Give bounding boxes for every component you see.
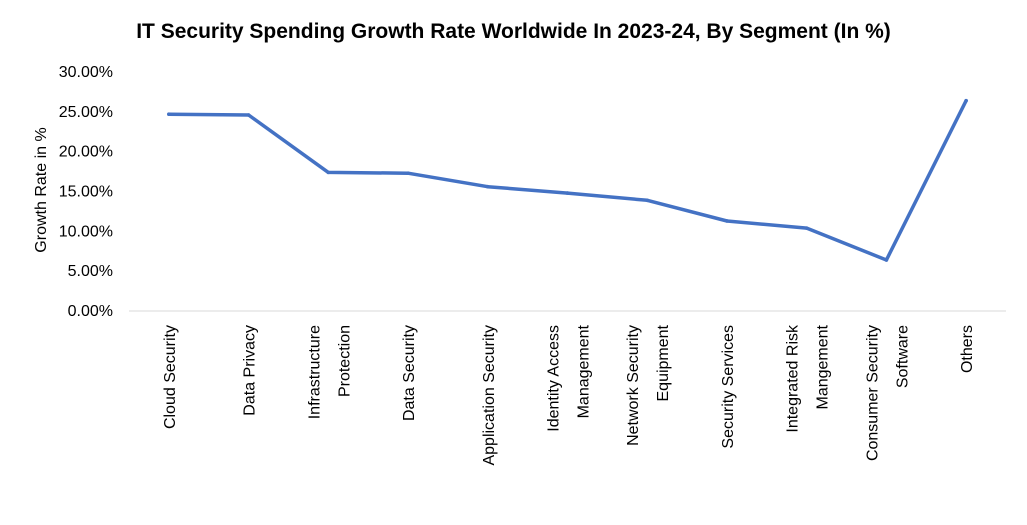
x-tick-label: Infrastructure Protection — [306, 325, 353, 419]
x-tick-label-line: Network Security — [625, 325, 642, 446]
y-tick-label: 20.00% — [59, 144, 113, 161]
x-tick-label-line: Identity Access — [546, 325, 563, 432]
x-tick-label: Others — [959, 325, 976, 373]
x-tick-label: Cloud Security — [162, 325, 179, 429]
x-tick-label: Data Privacy — [242, 325, 259, 416]
data-point — [485, 184, 490, 189]
series-line — [167, 98, 968, 262]
y-tick-label: 10.00% — [59, 223, 113, 240]
data-point — [964, 98, 968, 103]
x-tick-label-line: Application Security — [481, 325, 498, 466]
chart-title: IT Security Spending Growth Rate Worldwi… — [136, 20, 891, 43]
x-tick-label: Identity Access Management — [546, 324, 593, 431]
x-tick-label: Application Security — [481, 325, 498, 466]
x-tick-label: Security Services — [720, 325, 737, 449]
data-point — [725, 219, 729, 223]
y-axis-title: Growth Rate in % — [33, 127, 50, 252]
data-point — [246, 113, 251, 117]
data-point — [565, 191, 570, 195]
y-axis-ticks: 0.00% 5.00% 10.00% 15.00% 20.00% 25.00% 30.00% — [59, 64, 113, 320]
x-tick-label-line: Data Privacy — [242, 325, 259, 416]
series-layer — [167, 98, 968, 262]
x-tick-label: Network Security Equipment — [625, 324, 672, 445]
x-tick-label-line: Others — [959, 325, 976, 373]
x-tick-label-line: Integrated Risk — [785, 324, 802, 433]
y-tick-label: 5.00% — [68, 263, 113, 280]
x-tick-label-line: Equipment — [655, 324, 672, 401]
x-tick-label-line: Software — [894, 325, 911, 388]
data-point — [804, 226, 809, 230]
x-axis-ticks: Cloud Security Data Privacy Infrastructure… — [162, 324, 976, 466]
data-point — [406, 171, 410, 175]
data-point — [884, 258, 889, 262]
y-tick-label: 15.00% — [59, 184, 113, 201]
x-tick-label-line: Mangement — [815, 324, 832, 409]
data-point — [645, 198, 650, 203]
x-tick-label-line: Data Security — [401, 325, 418, 421]
x-tick-label-line: Protection — [336, 325, 353, 397]
x-tick-label-line: Management — [576, 324, 593, 418]
x-tick-label-line: Consumer Security — [864, 325, 881, 461]
data-point — [326, 170, 331, 175]
x-tick-label: Data Security — [401, 325, 418, 421]
y-tick-label: 30.00% — [59, 64, 113, 81]
x-tick-label: Consumer Security Software — [864, 325, 911, 461]
x-tick-label: Integrated Risk Mangement — [785, 324, 832, 433]
y-tick-label: 0.00% — [68, 303, 113, 320]
x-tick-label-line: Infrastructure — [306, 325, 323, 419]
y-tick-label: 25.00% — [59, 104, 113, 121]
x-tick-label-line: Cloud Security — [162, 325, 179, 429]
data-point — [167, 112, 171, 117]
x-tick-label-line: Security Services — [720, 325, 737, 449]
